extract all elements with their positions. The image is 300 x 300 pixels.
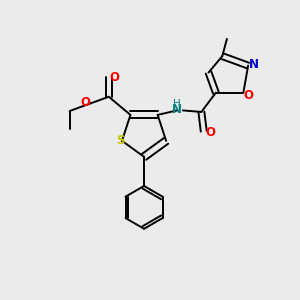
Text: S: S: [116, 134, 125, 147]
Text: O: O: [80, 96, 90, 109]
Text: H: H: [173, 99, 181, 109]
Text: O: O: [243, 88, 254, 101]
Text: O: O: [205, 126, 215, 139]
Text: O: O: [109, 71, 119, 84]
Text: N: N: [249, 58, 259, 70]
Text: N: N: [172, 103, 182, 116]
